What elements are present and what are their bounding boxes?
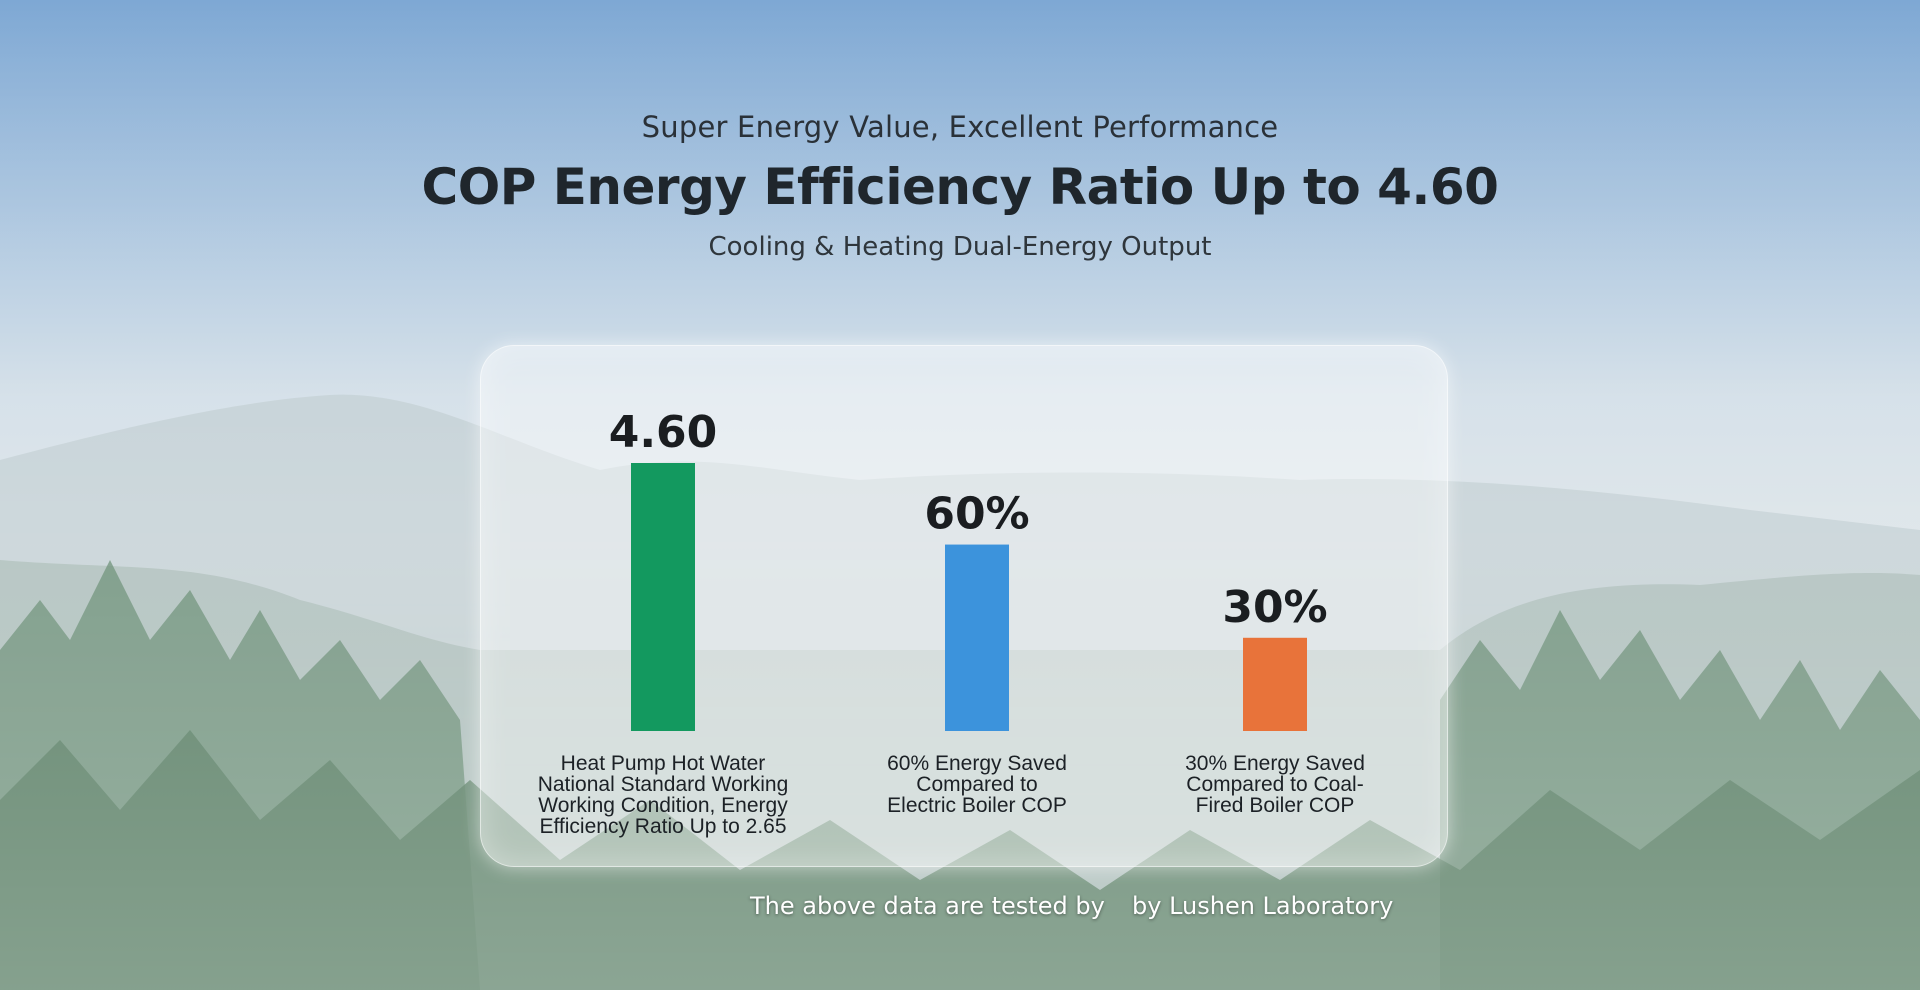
- header: Super Energy Value, Excellent Performanc…: [0, 110, 1920, 262]
- data-label-1: 4.60: [609, 407, 718, 458]
- bar-2: [945, 544, 1009, 731]
- data-label-3: 30%: [1222, 582, 1327, 633]
- bar-3: [1243, 637, 1307, 731]
- category-label-3: 30% Energy Saved Compared to Coal-Fired B…: [1185, 752, 1365, 817]
- page-title: COP Energy Efficiency Ratio Up to 4.60: [421, 158, 1499, 216]
- category-label-2: 60% Energy Saved Compared to Electric Boil…: [887, 752, 1067, 817]
- subtitle: Cooling & Heating Dual-Energy Output: [708, 232, 1212, 262]
- footer-text-tested: The above data are tested by: [750, 892, 1105, 920]
- bar-chart: 4.60 Heat Pump Hot Water National Standard…: [538, 407, 1365, 838]
- footer-text-lab: by Lushen Laboratory: [1132, 892, 1394, 920]
- data-label-2: 60%: [924, 489, 1029, 540]
- bar-1: [631, 463, 695, 731]
- tagline: Super Energy Value, Excellent Performanc…: [641, 110, 1279, 144]
- category-label-1: Heat Pump Hot Water National Standard Wor…: [538, 752, 789, 838]
